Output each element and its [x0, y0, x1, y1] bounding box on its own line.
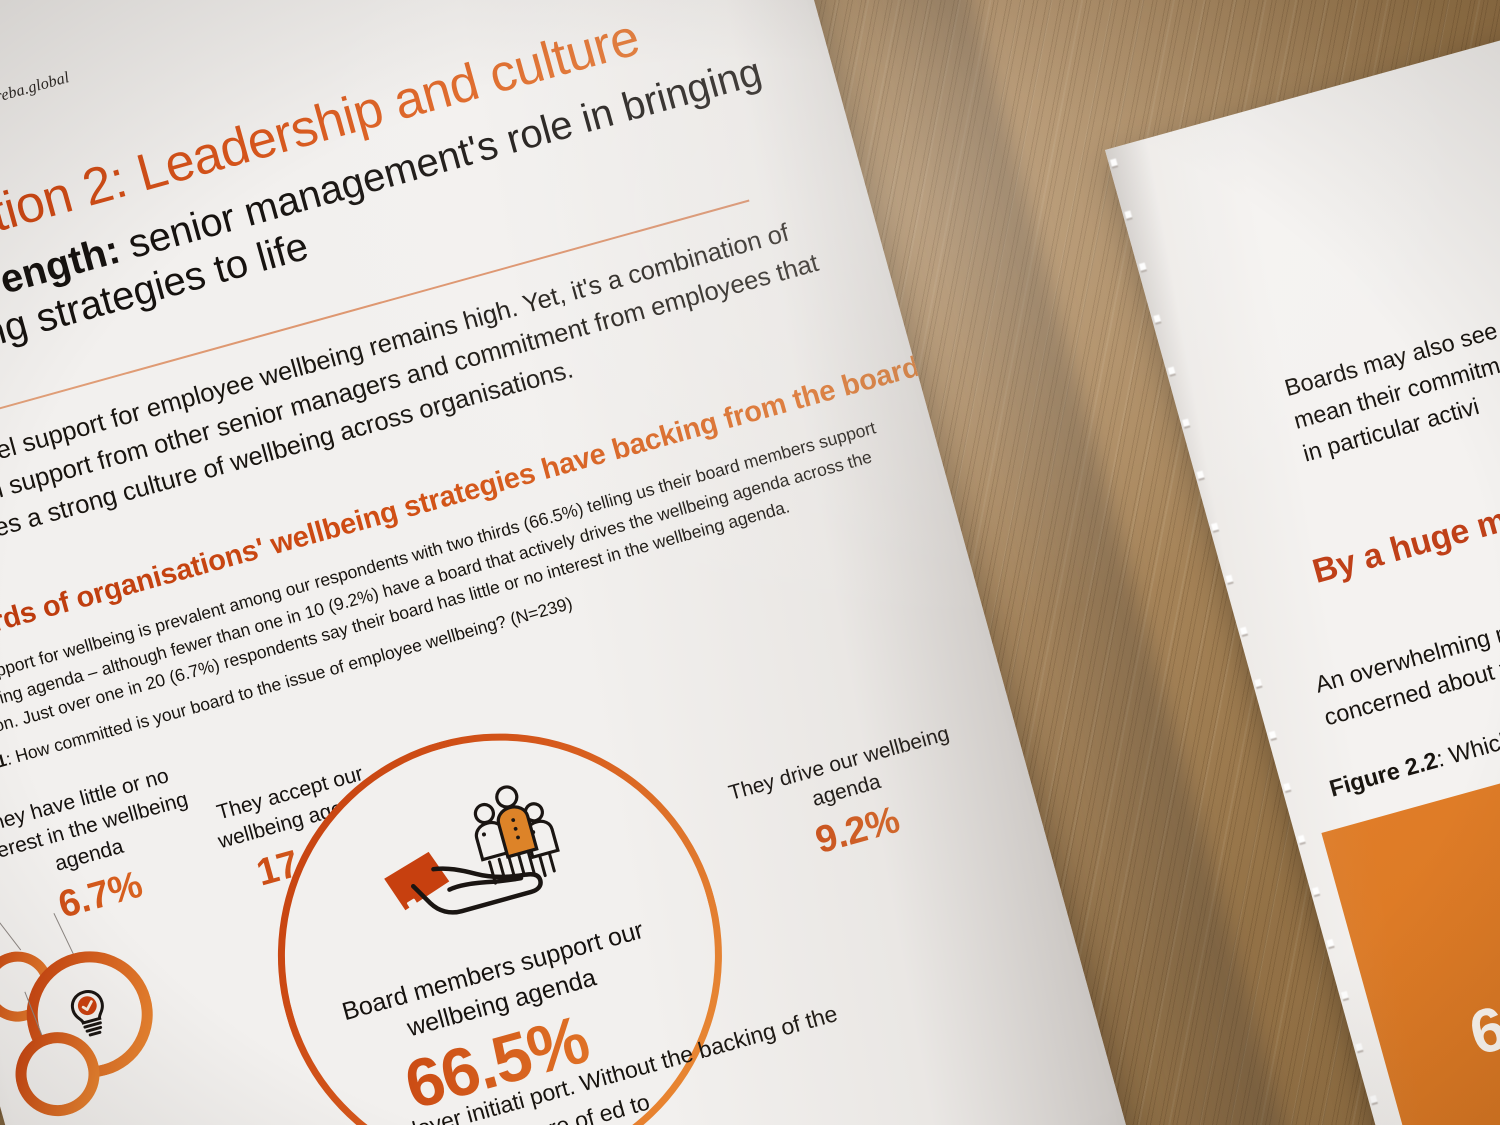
hand-holding-people-icon	[363, 768, 605, 969]
figure-2-2-bar: 62%	[1321, 752, 1500, 1125]
website-url: www.reba.global	[0, 69, 72, 116]
right-body-paragraph-1: Boards may also see it a into the benefi…	[1281, 186, 1500, 471]
page-header: www.reba.global	[0, 48, 77, 160]
figure-2-2-label: Figure 2.2	[1326, 746, 1441, 802]
figure-2-1-infographic: They have little or no interest in the w…	[0, 533, 1111, 1125]
bar-value-label: 62%	[1462, 969, 1500, 1069]
left-page: www.reba.global Section 2: Leadership an…	[0, 0, 1135, 1125]
segment-drive-agenda: They drive our wellbeing agenda 9.2%	[720, 718, 979, 884]
lightbulb-check-icon	[51, 974, 129, 1055]
segment-little-or-no-interest: They have little or no interest in the w…	[0, 757, 217, 947]
segment-ring-medium	[12, 936, 168, 1092]
segment-board-members-support: Board members support our wellbeing agen…	[226, 682, 774, 1125]
